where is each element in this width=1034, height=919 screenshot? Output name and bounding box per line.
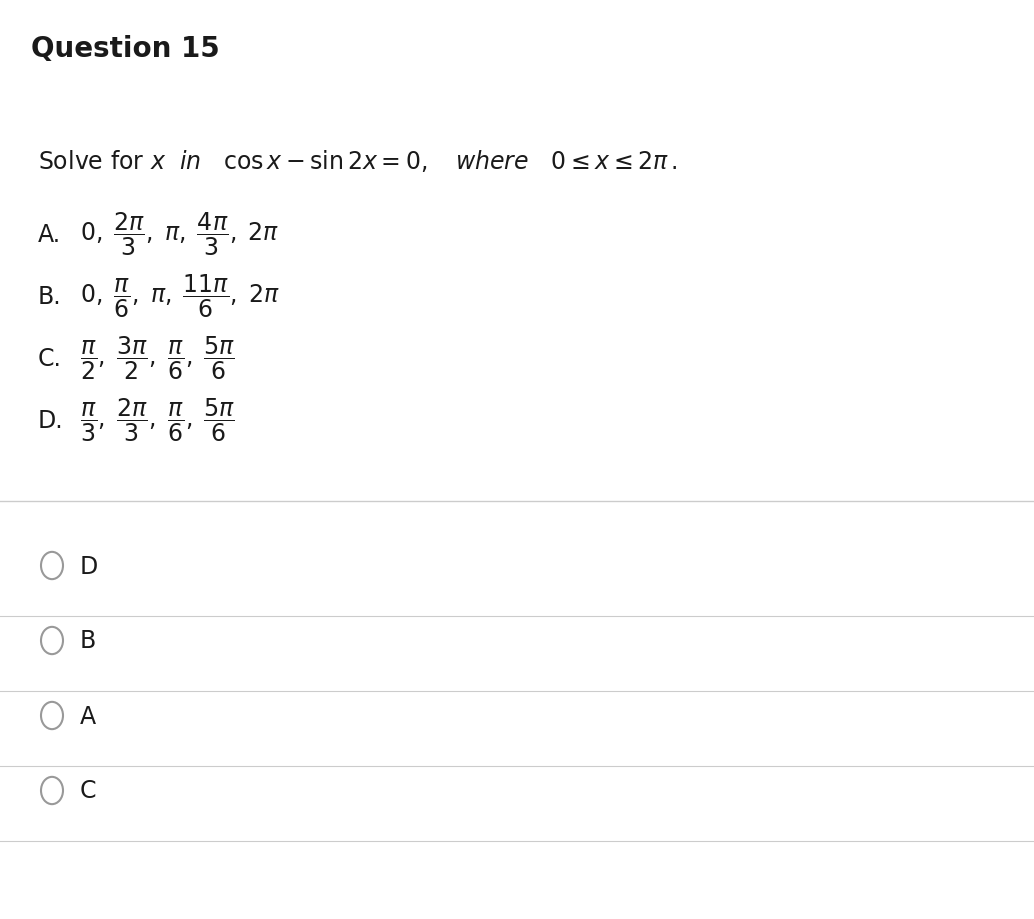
Text: $\dfrac{\pi}{3},\; \dfrac{2\pi}{3},\; \dfrac{\pi}{6},\; \dfrac{5\pi}{6}$: $\dfrac{\pi}{3},\; \dfrac{2\pi}{3},\; \d…	[80, 396, 236, 444]
Text: $\dfrac{\pi}{2},\; \dfrac{3\pi}{2},\; \dfrac{\pi}{6},\; \dfrac{5\pi}{6}$: $\dfrac{\pi}{2},\; \dfrac{3\pi}{2},\; \d…	[80, 335, 236, 381]
Text: $0, \;\dfrac{2\pi}{3},\; \pi, \;\dfrac{4\pi}{3},\; 2\pi$: $0, \;\dfrac{2\pi}{3},\; \pi, \;\dfrac{4…	[80, 210, 279, 258]
Text: Question 15: Question 15	[31, 35, 220, 63]
Text: $0, \;\dfrac{\pi}{6},\; \pi, \;\dfrac{11\pi}{6},\; 2\pi$: $0, \;\dfrac{\pi}{6},\; \pi, \;\dfrac{11…	[80, 273, 280, 320]
Text: B: B	[80, 629, 96, 652]
Text: B.: B.	[38, 284, 62, 308]
Text: C.: C.	[38, 346, 62, 370]
Text: C: C	[80, 778, 96, 802]
Text: D: D	[80, 554, 98, 578]
Text: A.: A.	[38, 222, 61, 246]
Text: D.: D.	[38, 408, 64, 432]
Text: Solve for $x$  $\mathit{in}$   $\cos x - \sin 2x = 0,$   $\mathit{where}$   $0 \: Solve for $x$ $\mathit{in}$ $\cos x - \s…	[38, 148, 677, 175]
Text: A: A	[80, 704, 96, 728]
